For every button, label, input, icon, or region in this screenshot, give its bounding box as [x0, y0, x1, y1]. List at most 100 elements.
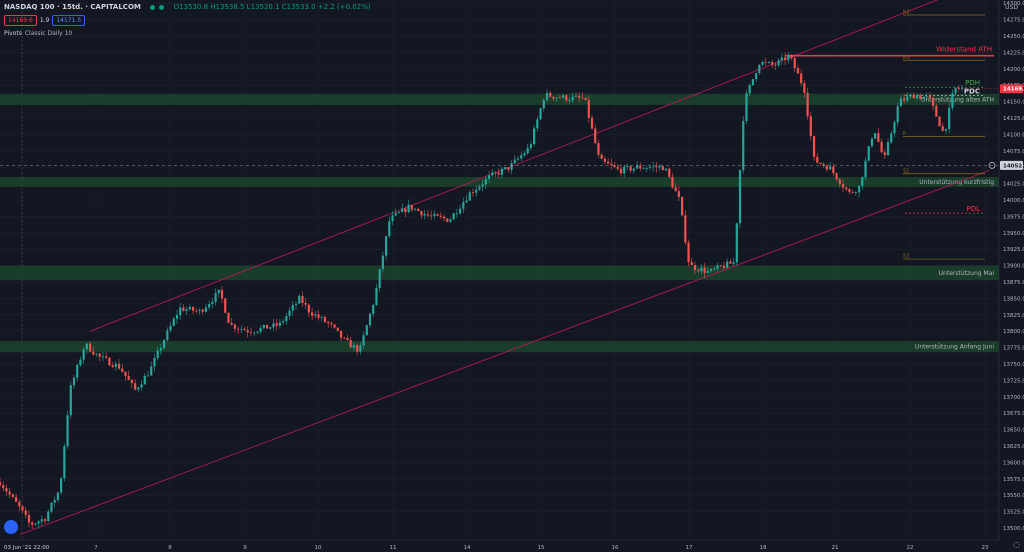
- candle-body: [85, 343, 88, 350]
- candle-body: [925, 96, 928, 97]
- candle-body: [208, 304, 211, 308]
- candle: [681, 196, 684, 217]
- price-tick-label: 13950.0: [1003, 231, 1024, 237]
- candle: [101, 351, 105, 362]
- candle-body: [693, 265, 697, 270]
- candle-body: [713, 268, 716, 270]
- candle-body: [603, 158, 606, 162]
- candle: [729, 258, 732, 264]
- spread-value: 1.9: [39, 17, 50, 24]
- level-label: PDL: [966, 205, 980, 213]
- symbol-title[interactable]: NASDAQ 100 · 15td. · CAPITALCOM: [4, 3, 141, 11]
- candle-body: [877, 133, 880, 142]
- candle-body: [278, 322, 282, 326]
- candle: [34, 522, 37, 527]
- candle-body: [455, 213, 458, 215]
- candle: [362, 331, 365, 350]
- candle: [378, 268, 381, 292]
- candle-body: [494, 172, 497, 174]
- time-tick-label: 9: [243, 545, 247, 551]
- channel-lower-line: [19, 170, 990, 535]
- candle: [481, 179, 484, 192]
- candle-body: [217, 289, 220, 294]
- candle: [224, 297, 227, 314]
- time-tick-label: 18: [760, 545, 767, 551]
- price-tick-label: 13725.0: [1003, 378, 1024, 384]
- candle: [574, 92, 578, 98]
- price-tick-label: 14100.0: [1003, 132, 1024, 138]
- candle-body: [487, 175, 491, 179]
- chart-header: NASDAQ 100 · 15td. · CAPITALCOM O13530.8…: [4, 3, 371, 11]
- candle-body: [146, 375, 150, 377]
- candle: [903, 93, 906, 104]
- settings-icon[interactable]: ◌: [1013, 540, 1020, 549]
- candle-body: [571, 96, 574, 101]
- candle: [111, 362, 114, 369]
- tradingview-logo-icon[interactable]: [4, 520, 18, 534]
- candle: [874, 133, 877, 140]
- candle: [356, 343, 359, 356]
- buy-button[interactable]: 14171.5: [52, 15, 86, 26]
- candle-body: [491, 172, 494, 176]
- level-label: PDC: [964, 88, 980, 96]
- candle-body: [812, 135, 816, 157]
- candle: [391, 211, 394, 226]
- candle: [928, 92, 931, 102]
- resistance-label: Widerstand ATH: [936, 46, 992, 54]
- candle-body: [179, 307, 182, 316]
- candle: [829, 162, 832, 170]
- candle: [632, 168, 635, 174]
- candle: [285, 312, 288, 325]
- candle: [236, 326, 240, 335]
- candle-body: [404, 208, 407, 213]
- candle: [951, 89, 954, 111]
- candle-body: [169, 325, 172, 331]
- candle: [700, 264, 703, 275]
- candle: [227, 312, 230, 323]
- candle: [626, 163, 629, 170]
- candle: [738, 169, 742, 228]
- candle-body: [66, 415, 69, 447]
- candle: [459, 204, 462, 215]
- candle-body: [188, 306, 191, 310]
- candle: [162, 338, 166, 351]
- candle-body: [452, 213, 455, 220]
- candle: [822, 162, 825, 168]
- candle: [465, 195, 468, 204]
- candle-body: [584, 97, 587, 100]
- candle-body: [755, 73, 758, 80]
- candle: [783, 52, 787, 65]
- candle-body: [349, 339, 352, 348]
- candle-body: [668, 168, 671, 177]
- candle: [449, 217, 452, 223]
- candle-body: [410, 204, 413, 210]
- sell-button[interactable]: 14169.6: [4, 15, 37, 26]
- candle-body: [857, 185, 861, 193]
- candle: [491, 168, 494, 177]
- candle: [385, 235, 388, 261]
- candle: [11, 493, 14, 499]
- candle-body: [0, 482, 2, 486]
- candle: [938, 116, 941, 127]
- candle-body: [153, 357, 156, 367]
- candle-body: [613, 165, 616, 167]
- candle: [134, 379, 137, 391]
- candle: [365, 324, 368, 336]
- candle-body: [372, 304, 375, 314]
- candle-body: [825, 165, 829, 170]
- candle-body: [941, 126, 944, 131]
- candle-body: [162, 340, 166, 349]
- candle: [684, 210, 687, 245]
- candle-body: [327, 321, 330, 324]
- candle-body: [63, 446, 66, 479]
- candle-body: [182, 307, 185, 311]
- candle: [510, 159, 513, 175]
- candle-body: [738, 170, 742, 224]
- indicator-legend[interactable]: Pivots Classic Daily 10: [4, 30, 72, 37]
- candle-body: [783, 57, 787, 61]
- candle: [735, 222, 738, 266]
- candle-body: [246, 330, 249, 333]
- candle: [948, 103, 951, 134]
- candle-body: [581, 97, 584, 99]
